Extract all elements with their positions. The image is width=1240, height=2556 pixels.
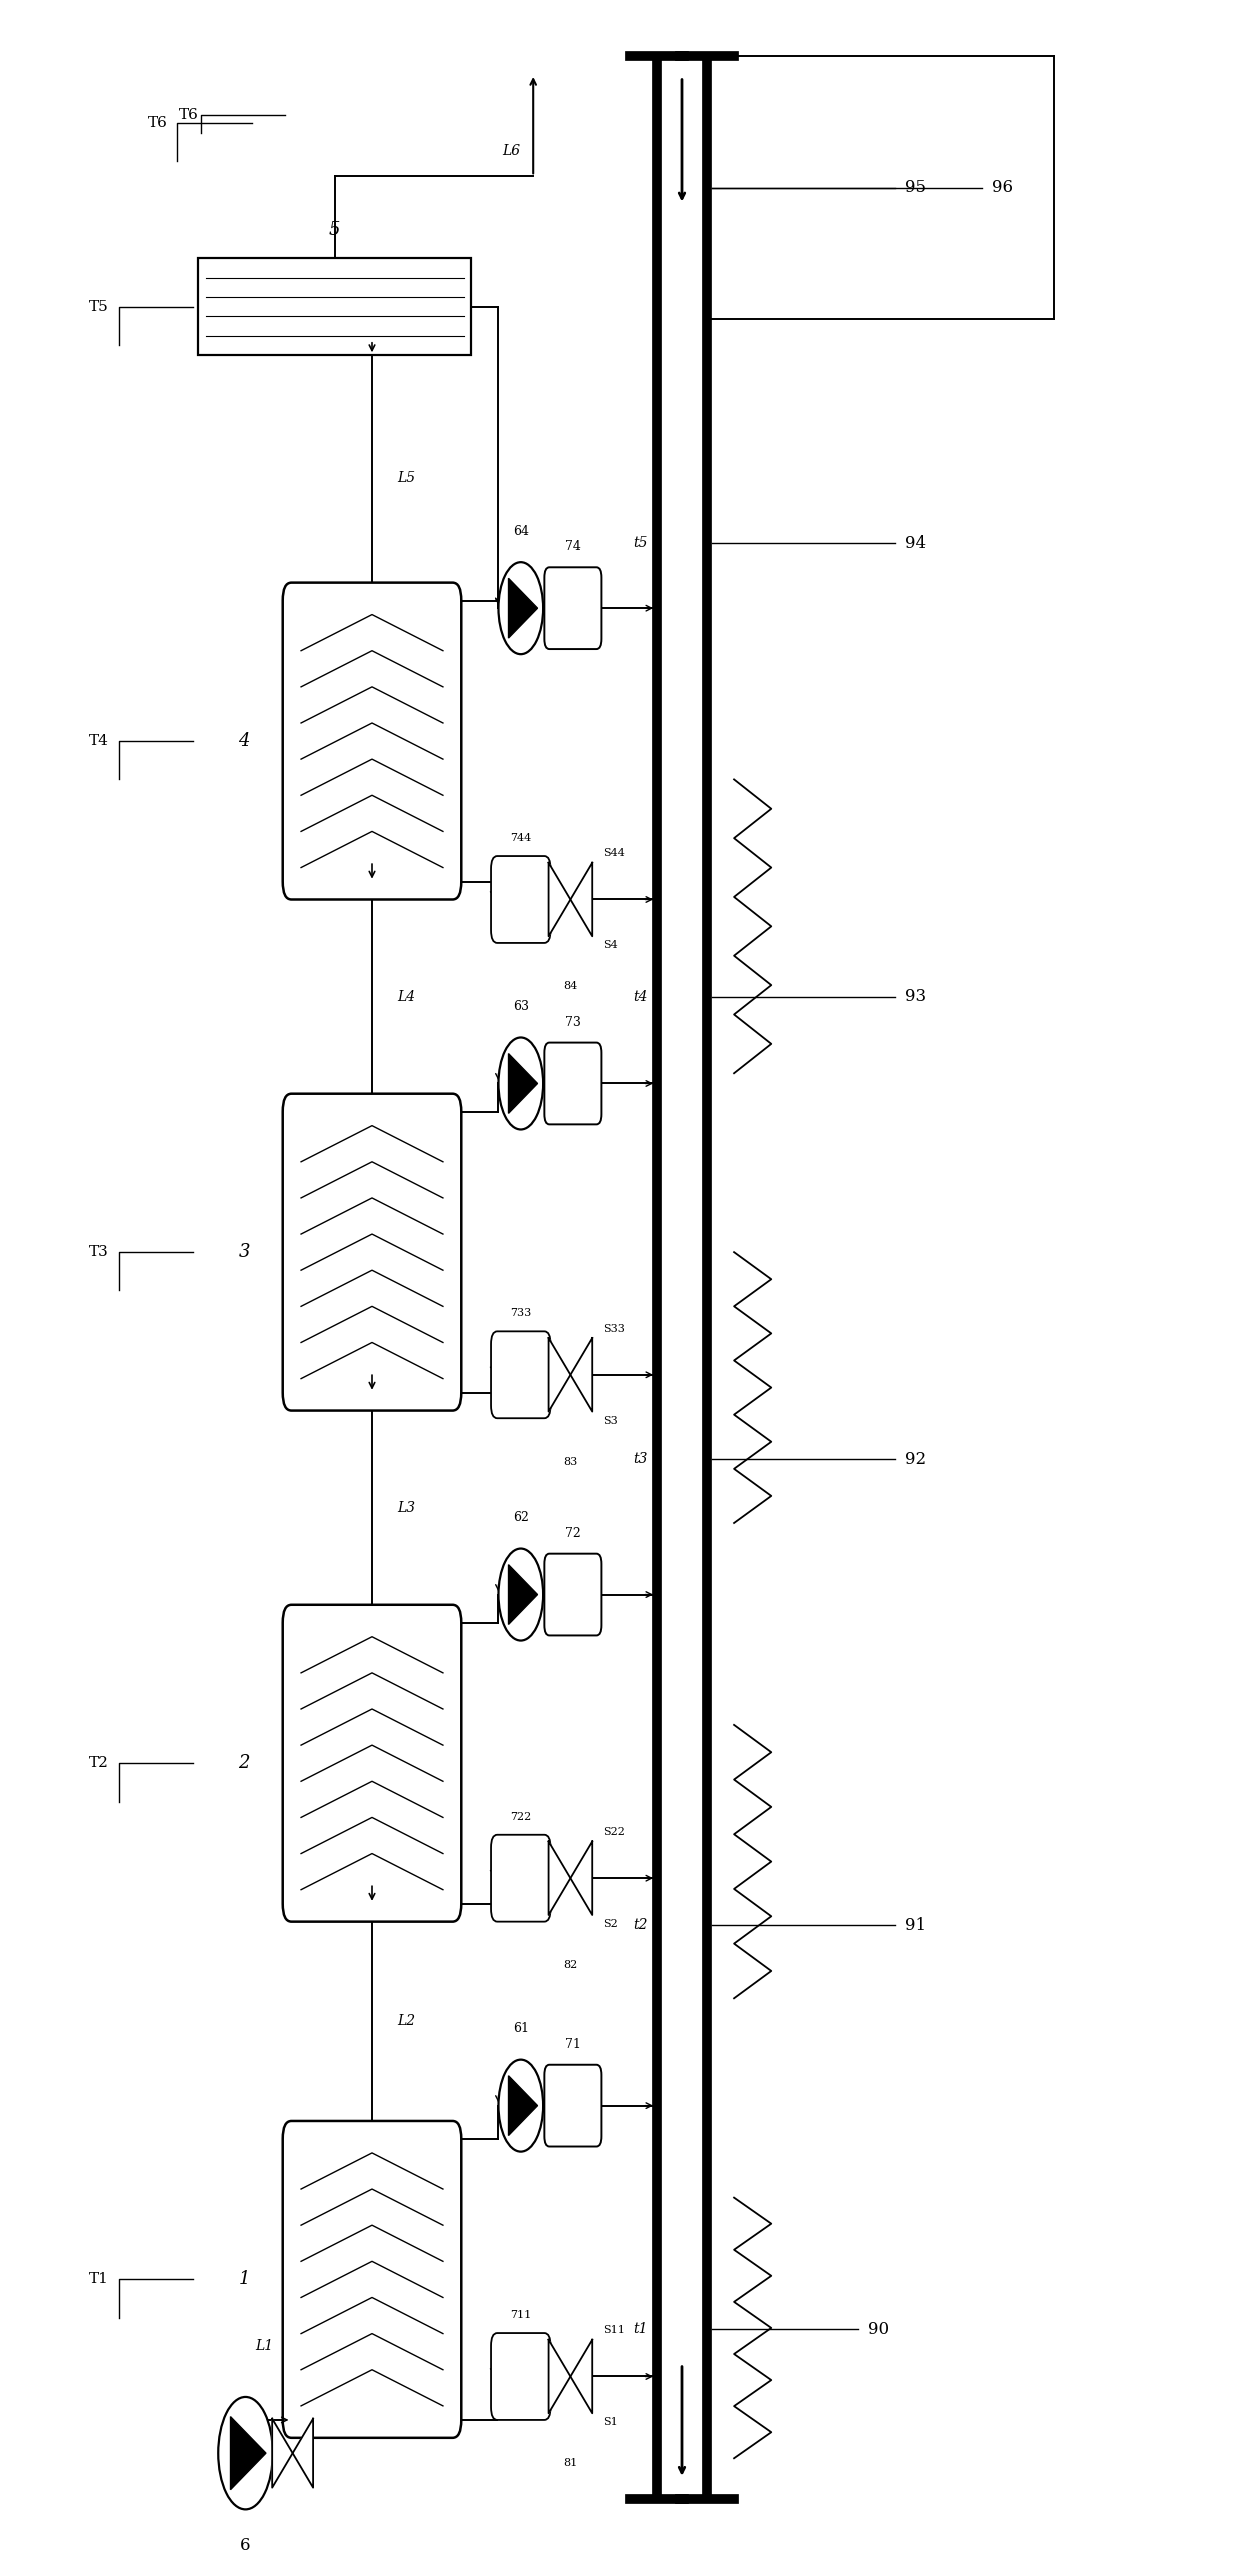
Text: T1: T1	[89, 2272, 109, 2288]
Text: 84: 84	[563, 982, 578, 992]
Text: 62: 62	[513, 1511, 528, 1523]
Polygon shape	[570, 2339, 593, 2413]
Text: T4: T4	[89, 734, 109, 749]
Circle shape	[498, 562, 543, 654]
Polygon shape	[570, 864, 593, 935]
Text: 6: 6	[241, 2536, 250, 2553]
Text: 64: 64	[513, 524, 528, 537]
Polygon shape	[272, 2418, 293, 2487]
Text: t2: t2	[632, 1920, 647, 1932]
Text: 71: 71	[565, 2037, 580, 2050]
FancyBboxPatch shape	[283, 1094, 461, 1411]
Text: T3: T3	[89, 1245, 109, 1260]
FancyBboxPatch shape	[491, 1332, 551, 1419]
Circle shape	[498, 1549, 543, 1641]
Text: 3: 3	[238, 1242, 250, 1260]
Text: 61: 61	[513, 2022, 528, 2035]
Text: t3: t3	[632, 1452, 647, 1467]
Text: 93: 93	[905, 989, 926, 1005]
FancyBboxPatch shape	[544, 567, 601, 649]
Circle shape	[218, 2398, 273, 2510]
Text: 92: 92	[905, 1452, 926, 1467]
Text: 711: 711	[510, 2311, 532, 2321]
Polygon shape	[570, 1840, 593, 1914]
Polygon shape	[548, 2339, 570, 2413]
Text: S44: S44	[603, 849, 625, 859]
Text: L3: L3	[397, 1500, 415, 1516]
FancyBboxPatch shape	[283, 2121, 461, 2438]
Text: 82: 82	[563, 1960, 578, 1971]
Text: L4: L4	[397, 989, 415, 1005]
Text: T6: T6	[179, 107, 198, 123]
Text: S4: S4	[603, 941, 618, 951]
Text: L2: L2	[397, 2014, 415, 2029]
FancyBboxPatch shape	[283, 1605, 461, 1922]
Text: 72: 72	[565, 1526, 580, 1539]
Text: S3: S3	[603, 1416, 618, 1426]
Text: t4: t4	[632, 989, 647, 1005]
Text: 1: 1	[238, 2270, 250, 2288]
Bar	[198, 258, 471, 355]
Text: 63: 63	[513, 999, 528, 1012]
Text: 733: 733	[510, 1309, 532, 1319]
Text: T6: T6	[148, 115, 167, 130]
FancyBboxPatch shape	[283, 583, 461, 900]
FancyBboxPatch shape	[491, 2334, 551, 2421]
FancyBboxPatch shape	[544, 2065, 601, 2147]
Text: T5: T5	[89, 299, 109, 314]
Text: S33: S33	[603, 1324, 625, 1334]
Text: 4: 4	[238, 731, 250, 749]
Polygon shape	[508, 578, 538, 639]
Text: T2: T2	[89, 1756, 109, 1771]
Circle shape	[498, 2060, 543, 2152]
Polygon shape	[570, 1337, 593, 1411]
Text: 74: 74	[565, 539, 580, 552]
Text: 744: 744	[510, 833, 532, 843]
Text: 90: 90	[868, 2321, 889, 2339]
FancyBboxPatch shape	[544, 1043, 601, 1125]
Text: 5: 5	[329, 220, 341, 238]
Polygon shape	[293, 2418, 312, 2487]
Text: S22: S22	[603, 1828, 625, 1838]
Text: 81: 81	[563, 2459, 578, 2469]
Polygon shape	[548, 1337, 570, 1411]
Polygon shape	[508, 2075, 538, 2134]
Text: t5: t5	[632, 537, 647, 550]
Text: S1: S1	[603, 2418, 618, 2428]
Text: 2: 2	[238, 1753, 250, 1771]
Text: 94: 94	[905, 534, 926, 552]
Text: L5: L5	[397, 470, 415, 486]
Text: S2: S2	[603, 1920, 618, 1930]
Text: 95: 95	[905, 179, 926, 197]
Polygon shape	[231, 2415, 267, 2490]
FancyBboxPatch shape	[544, 1554, 601, 1636]
FancyBboxPatch shape	[491, 856, 551, 943]
Polygon shape	[508, 1053, 538, 1114]
FancyBboxPatch shape	[491, 1835, 551, 1922]
Polygon shape	[508, 1564, 538, 1626]
Text: 91: 91	[905, 1917, 926, 1935]
Text: 722: 722	[510, 1812, 532, 1822]
Text: 83: 83	[563, 1457, 578, 1467]
Text: L1: L1	[255, 2339, 274, 2354]
Circle shape	[498, 1038, 543, 1130]
Polygon shape	[548, 864, 570, 935]
Text: L6: L6	[502, 143, 521, 158]
Polygon shape	[548, 1840, 570, 1914]
Text: 96: 96	[992, 179, 1013, 197]
Text: 73: 73	[565, 1015, 580, 1028]
Text: t1: t1	[632, 2323, 647, 2336]
Text: S11: S11	[603, 2326, 625, 2336]
